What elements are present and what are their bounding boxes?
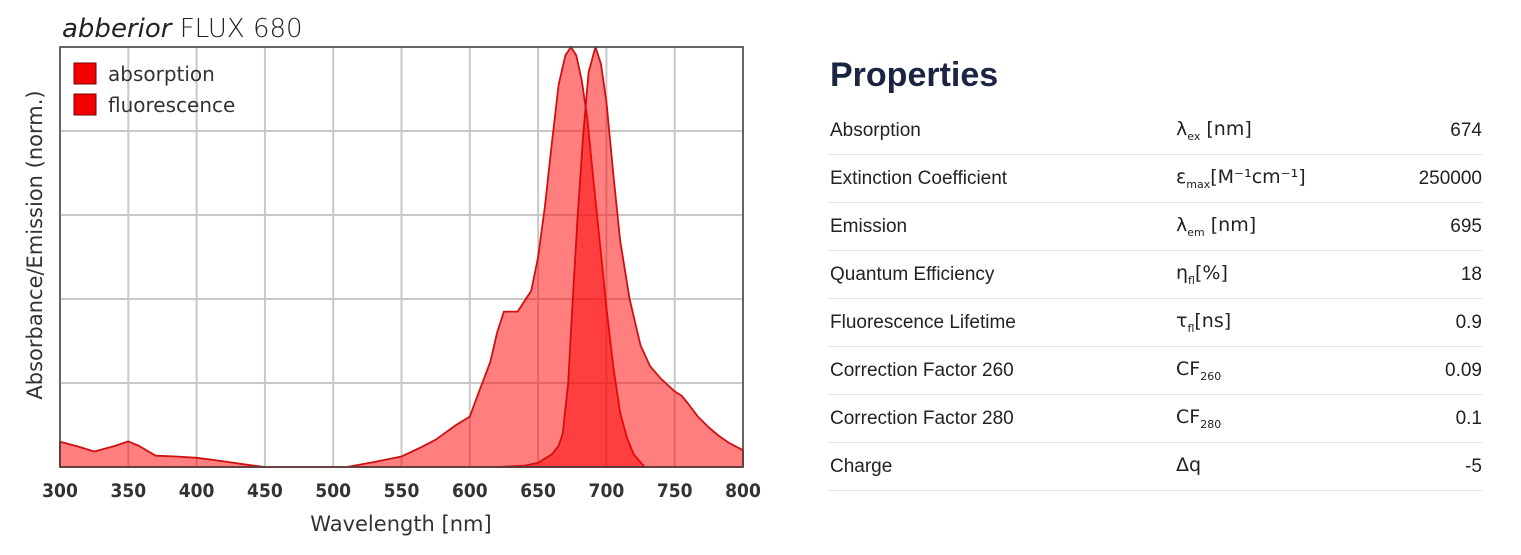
property-row: Fluorescence Lifetime τfl[ns] 0.9 [828,299,1482,347]
series-fluorescence [496,46,744,468]
property-symbol: Δq [1176,454,1376,479]
property-row: Quantum Efficiency ηfl[%] 18 [828,251,1482,299]
title-brand: abberior [62,14,172,44]
symbol-subscript: max [1186,177,1211,191]
symbol-subscript: 280 [1200,417,1222,431]
property-label: Charge [830,455,893,477]
x-tick-label: 450 [247,480,283,502]
property-symbol: CF280 [1176,406,1376,431]
symbol-subscript: fl [1188,273,1195,287]
symbol-subscript: fl [1187,321,1195,335]
x-tick-label: 300 [42,480,78,502]
property-row: Correction Factor 280 CF280 0.1 [828,395,1482,443]
property-value: 18 [1460,263,1482,285]
legend-label: fluorescence [108,93,235,117]
property-label: Correction Factor 260 [830,359,1014,381]
property-symbol: CF260 [1176,358,1376,383]
symbol: CF [1176,358,1201,381]
property-label: Quantum Efficiency [830,263,995,285]
property-label: Fluorescence Lifetime [830,311,1016,333]
properties-heading: Properties [830,56,999,94]
property-row: Absorption λex [nm] 674 [828,107,1482,155]
symbol: τ [1176,310,1188,333]
property-symbol: λem [nm] [1176,214,1376,239]
property-value: -5 [1465,455,1482,477]
x-tick-label: 500 [315,480,351,502]
property-symbol: εmax[M⁻¹cm⁻¹] [1176,166,1376,191]
legend-swatch-fluorescence [73,93,97,116]
property-value: 250000 [1418,167,1482,189]
property-value: 0.9 [1455,311,1482,333]
properties-panel: Properties Absorption λex [nm] 674 Extinc… [828,56,1482,491]
property-row: Charge Δq -5 [828,443,1482,491]
symbol-unit: [M⁻¹cm⁻¹] [1210,166,1306,189]
symbol: λ [1176,214,1188,237]
symbol: Δq [1176,454,1202,477]
property-row: Correction Factor 260 CF260 0.09 [828,347,1482,395]
x-tick-label: 400 [179,480,215,502]
x-tick-label: 600 [452,480,488,502]
property-row: Extinction Coefficient εmax[M⁻¹cm⁻¹] 250… [828,155,1482,203]
x-tick-label: 350 [110,480,146,502]
symbol-unit: [ns] [1194,310,1232,333]
plot-frame [59,46,744,468]
property-value: 695 [1450,215,1482,237]
spectrum-chart: 300 350 400 450 500 550 600 650 700 750 800 absorpt… [23,46,761,536]
property-value: 0.1 [1455,407,1482,429]
x-tick-label: 800 [725,480,761,502]
symbol-unit: [nm] [1204,214,1257,237]
symbol-subscript: ex [1187,129,1201,143]
symbol: ε [1176,166,1187,189]
symbol-unit: [nm] [1200,118,1252,141]
symbol-subscript: 260 [1200,369,1222,383]
title-dye: FLUX 680 [179,14,303,44]
property-value: 0.09 [1445,359,1482,381]
property-label: Extinction Coefficient [830,167,1008,189]
x-tick-label: 550 [384,480,420,502]
x-tick-label: 750 [657,480,693,502]
symbol-unit: [%] [1194,262,1228,285]
legend-swatch-absorption [73,62,97,85]
x-tick-label: 700 [589,480,625,502]
chart-title: abberior FLUX 680 [62,14,303,44]
symbol-subscript: em [1187,225,1205,239]
property-value: 674 [1450,119,1482,141]
properties-table: Absorption λex [nm] 674 Extinction Coeffi… [828,107,1482,491]
property-symbol: τfl[ns] [1176,310,1376,335]
property-row: Emission λem [nm] 695 [828,203,1482,251]
property-label: Absorption [830,119,921,141]
legend-label: absorption [108,62,215,86]
x-tick-label: 650 [520,480,556,502]
y-axis-label: Absorbance/Emission (norm.) [23,90,47,399]
property-label: Emission [830,215,908,237]
symbol: CF [1176,406,1201,429]
property-symbol: λex [nm] [1176,118,1376,143]
symbol: λ [1176,118,1188,141]
property-symbol: ηfl[%] [1176,262,1376,287]
symbol: η [1176,262,1189,285]
x-axis-label: Wavelength [nm] [310,512,491,536]
property-label: Correction Factor 280 [830,407,1014,429]
